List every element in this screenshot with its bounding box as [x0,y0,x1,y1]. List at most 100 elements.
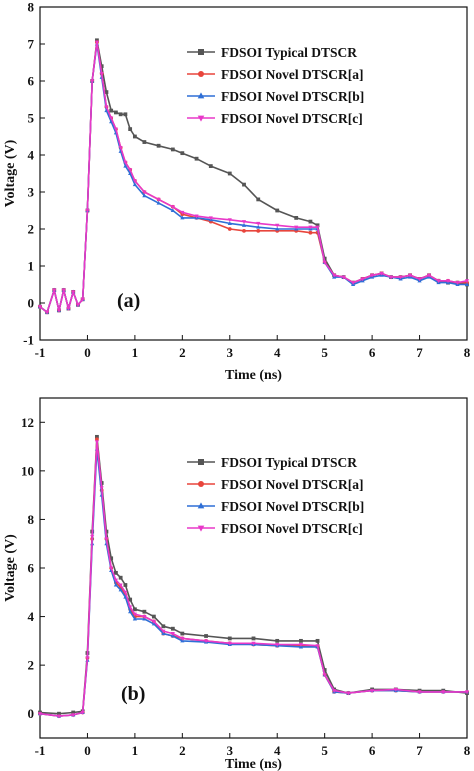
data-point [426,273,432,278]
data-point [332,689,337,693]
data-point [170,632,175,636]
data-point [370,273,375,278]
data-point [180,215,185,220]
data-point [275,223,280,228]
data-point [109,566,114,571]
series-line [39,440,467,717]
data-point [132,179,137,184]
data-point [294,216,299,220]
data-point [180,210,185,215]
data-point [99,64,104,69]
data-point [61,288,66,293]
y-tick-label: 6 [28,561,35,576]
x-tick-label: 5 [321,345,328,360]
data-point [128,609,133,614]
data-point [393,687,398,692]
y-tick-label: 10 [21,463,34,478]
data-point [464,282,470,287]
data-point [132,616,137,621]
data-point [370,689,375,693]
series-line [39,43,467,314]
data-point [322,673,327,678]
series-layer [37,38,470,315]
data-point [113,582,119,587]
data-point [71,290,76,295]
data-point [341,275,346,280]
legend: FDSOI Typical DTSCR FDSOI Novel DTSCR[a] F… [187,455,364,536]
data-point [118,575,123,580]
data-point [142,190,147,195]
panel-label: (b) [121,683,145,705]
x-tick-label: 2 [179,743,186,758]
data-point [71,713,76,718]
data-point [57,711,61,716]
axis-ticks: -1 0 1 2 3 4 5 6 7 8 -1 0 1 2 3 4 5 6 7 8 [23,0,471,360]
legend-item-novel_b: FDSOI Novel DTSCR[b] [187,499,364,514]
data-point [118,583,123,588]
y-tick-label: 12 [21,415,34,430]
data-point [75,303,81,308]
chart-panel-a: Time (ns) Voltage (V) (a) -1 0 1 2 3 4 5 6 7 8 -1 0… [3,0,471,383]
data-point [114,110,118,115]
data-point [170,205,175,210]
data-point [407,273,413,278]
data-point [132,612,137,617]
data-point [37,712,43,716]
legend-item-novel_a: FDSOI Novel DTSCR[a] [187,67,364,82]
data-point [114,570,118,575]
data-point [180,636,185,641]
x-tick-label: 3 [227,743,234,758]
data-point [128,127,133,131]
data-point [308,225,313,230]
data-point [256,221,261,226]
data-point [56,714,62,719]
legend: FDSOI Typical DTSCR FDSOI Novel DTSCR[a] F… [187,45,364,126]
data-point [308,219,313,224]
data-point [113,127,119,132]
data-point [360,277,365,282]
y-tick-label: 8 [28,512,35,527]
legend-marker [197,92,205,99]
legend-marker [198,481,204,487]
y-tick-label: 2 [28,658,35,673]
y-tick-label: 8 [28,0,35,15]
data-point [251,641,256,646]
panel-label: (a) [117,290,140,312]
data-point [123,160,128,165]
legend-label: FDSOI Novel DTSCR[b] [221,89,364,104]
data-point [109,556,114,561]
data-point [436,279,441,284]
data-point [71,710,76,715]
data-point [464,690,470,695]
data-point [294,225,299,230]
data-point [170,147,175,152]
y-tick-label: 5 [28,111,35,126]
data-point [151,619,156,624]
data-point [123,112,128,117]
data-point [227,218,232,223]
data-point [332,273,337,278]
data-point [66,307,71,311]
data-point [315,223,320,228]
legend-label: FDSOI Novel DTSCR[b] [221,499,364,514]
data-point [322,260,327,265]
data-point [315,644,320,648]
data-point [351,281,356,285]
data-point [104,90,109,94]
legend-label: FDSOI Typical DTSCR [221,45,357,60]
data-point [227,641,232,646]
legend-label: FDSOI Novel DTSCR[a] [221,67,364,82]
data-point [142,615,147,619]
data-point [132,182,137,187]
y-axis-label: Voltage (V) [3,139,18,207]
x-tick-label: 5 [321,743,328,758]
data-point [80,297,85,302]
data-point [208,164,213,168]
data-point [256,228,261,233]
data-point [208,216,213,221]
data-point [275,638,280,643]
legend-marker [198,71,204,77]
data-point [417,277,422,282]
